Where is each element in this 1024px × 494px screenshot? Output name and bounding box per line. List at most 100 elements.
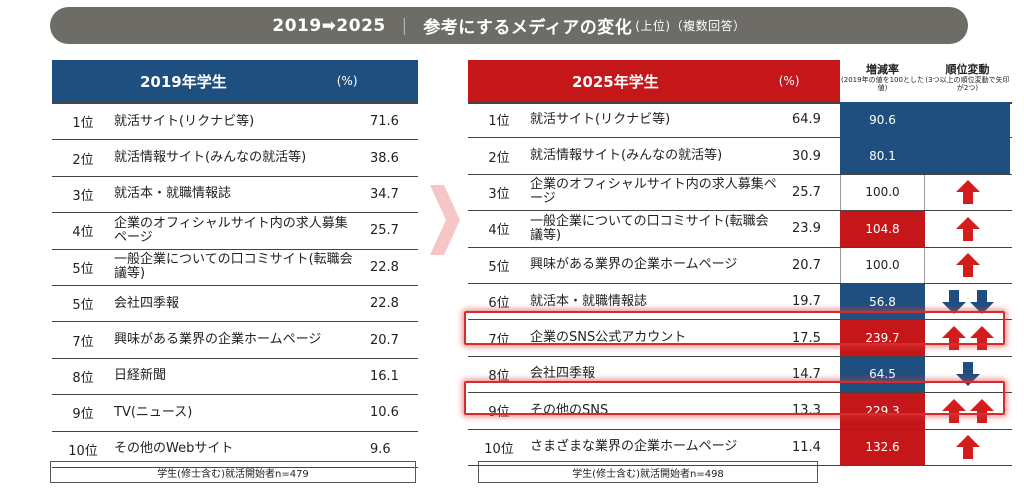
percent-value: 38.6 [370, 150, 399, 166]
arrow-up-icon [969, 398, 994, 423]
arrow-up-icon [941, 326, 966, 351]
arrow-up-icon [955, 216, 980, 241]
rate-cell: 239.7 [840, 320, 925, 356]
change-column-title: 順位変動 [945, 63, 990, 76]
rate-cell: 104.8 [840, 211, 925, 247]
table-2025-unit: (%) [778, 74, 800, 88]
media-label: 会社四季報 [530, 366, 596, 382]
percent-value: 64.9 [792, 112, 821, 128]
arrow-up-icon [955, 253, 980, 278]
rank-cell: 2位 [72, 152, 94, 168]
arrow-up-icon [955, 180, 980, 205]
rank-cell: 4位 [488, 223, 510, 239]
banner-title: 参考にするメディアの変化 [423, 18, 633, 38]
media-label: 一般企業についての口コミサイト(転職会議等) [114, 252, 353, 282]
sample-note-2025: 学生(修士含む)就活開始者n=498 [478, 461, 818, 483]
rate-column-title: 増減率 [866, 63, 899, 76]
percent-value: 10.6 [370, 405, 399, 421]
highlight-row-7 [464, 311, 1005, 345]
rate-column-note: (2019年の値を100とした値) [841, 76, 924, 92]
table-row: 4位 一般企業についての口コミサイト(転職会議等) 23.9 104.8 [468, 211, 1012, 248]
table-row: 7位 企業のSNS公式アカウント 17.5 239.7 [468, 320, 1012, 357]
rank-change-cell [925, 248, 1010, 283]
table-2025-header: 2025年学生 (%) [468, 60, 840, 102]
media-label: さまざまな業界の企業ホームページ [530, 439, 738, 455]
change-column-header: 順位変動 (3つ以上の順位変動で矢印が2つ) [925, 60, 1010, 102]
table-row: 3位 企業のオフィシャルサイト内の求人募集ページ 25.7 100.0 [468, 174, 1012, 212]
media-label: TV(ニュース) [114, 404, 193, 420]
percent-value: 9.6 [370, 441, 391, 457]
table-2019-body: 1位 就活サイト(リクナビ等) 71.6 2位 就活情報サイト(みんなの就活等) 38.6… [52, 104, 418, 468]
percent-value: 25.7 [792, 184, 821, 200]
rank-cell: 1位 [488, 114, 510, 130]
percent-value: 11.4 [792, 439, 821, 455]
arrow-down-icon [969, 289, 994, 314]
rank-change-cell [925, 211, 1010, 246]
media-label: 企業のオフィシャルサイト内の求人募集ページ [530, 177, 777, 207]
rank-cell: 5位 [72, 298, 94, 314]
table-2019-unit: (%) [336, 74, 358, 88]
percent-value: 22.8 [370, 259, 399, 275]
media-label: その他のWebサイト [114, 441, 234, 457]
media-label: 興味がある業界の企業ホームページ [530, 257, 738, 273]
table-row: 1位 就活サイト(リクナビ等) 64.9 90.6 [468, 102, 1012, 139]
table-2025-body: 1位 就活サイト(リクナビ等) 64.9 90.6 2位 就活情報サイト(みんなの就活等)… [468, 102, 1012, 466]
table-row: 9位 TV(ニュース) 10.6 [52, 395, 418, 432]
rank-cell: 9位 [72, 407, 94, 423]
rank-cell: 10位 [68, 443, 98, 459]
change-column-note: (3つ以上の順位変動で矢印が2つ) [925, 76, 1010, 92]
arrow-up-icon [941, 398, 966, 423]
media-label: 企業のSNS公式アカウント [530, 330, 687, 346]
rate-cell: 132.6 [840, 429, 925, 465]
rate-cell: 80.1 [840, 138, 925, 174]
banner-separator: ｜ [395, 18, 414, 38]
rank-cell: 3位 [488, 186, 510, 202]
arrow-down-icon [955, 362, 980, 387]
table-2019-title: 2019年学生 [140, 72, 227, 91]
table-row: 5位 一般企業についての口コミサイト(転職会議等) 22.8 [52, 250, 418, 286]
banner-subtitle: (上位)（複数回答） [635, 19, 746, 33]
table-row: 2位 就活情報サイト(みんなの就活等) 38.6 [52, 140, 418, 177]
rank-cell: 1位 [72, 116, 94, 132]
rank-cell: 4位 [72, 225, 94, 241]
rank-cell: 10位 [484, 441, 514, 457]
rank-cell: 3位 [72, 188, 94, 204]
rank-change-cell [925, 138, 1010, 174]
table-row: 8位 会社四季報 14.7 64.5 [468, 356, 1012, 394]
percent-value: 17.5 [792, 330, 821, 346]
table-row: 1位 就活サイト(リクナビ等) 71.6 [52, 104, 418, 141]
percent-value: 34.7 [370, 186, 399, 202]
percent-value: 25.7 [370, 223, 399, 239]
media-label: 日経新聞 [114, 368, 167, 384]
arrow-up-icon [955, 435, 980, 460]
rank-cell: 8位 [488, 368, 510, 384]
media-label: 就活情報サイト(みんなの就活等) [114, 150, 307, 166]
media-label: 就活サイト(リクナビ等) [114, 113, 255, 129]
highlight-row-9 [464, 381, 1005, 415]
percent-value: 16.1 [370, 368, 399, 384]
media-label: 会社四季報 [114, 295, 180, 311]
table-row: 5位 会社四季報 22.8 [52, 286, 418, 323]
percent-value: 20.7 [370, 332, 399, 348]
rank-change-cell [925, 320, 1010, 355]
table-row: 4位 企業のオフィシャルサイト内の求人募集ページ 25.7 [52, 213, 418, 250]
table-2025-extra-headers: 増減率 (2019年の値を100とした値) 順位変動 (3つ以上の順位変動で矢印… [840, 60, 1010, 102]
percent-value: 14.7 [792, 366, 821, 382]
table-row: 10位 その他のWebサイト 9.6 [52, 432, 418, 468]
media-label: 就活サイト(リクナビ等) [530, 111, 671, 127]
percent-value: 22.8 [370, 296, 399, 312]
percent-value: 30.9 [792, 148, 821, 164]
table-2019: 2019年学生 (%) 1位 就活サイト(リクナビ等) 71.6 2位 就活情報サイト(… [52, 60, 418, 468]
rank-cell: 5位 [72, 261, 94, 277]
rank-change-cell [925, 393, 1010, 428]
rank-change-cell [925, 430, 1010, 465]
percent-value: 20.7 [792, 257, 821, 273]
rate-cell: 100.0 [840, 247, 925, 283]
percent-value: 19.7 [792, 294, 821, 310]
media-label: 一般企業についての口コミサイト(転職会議等) [530, 213, 769, 243]
rank-change-cell [925, 357, 1010, 392]
rank-cell: 5位 [488, 259, 510, 275]
media-label: 企業のオフィシャルサイト内の求人募集ページ [114, 215, 348, 245]
sample-note-2019: 学生(修士含む)就活開始者n=479 [50, 461, 416, 483]
rate-column-header: 増減率 (2019年の値を100とした値) [840, 60, 925, 102]
